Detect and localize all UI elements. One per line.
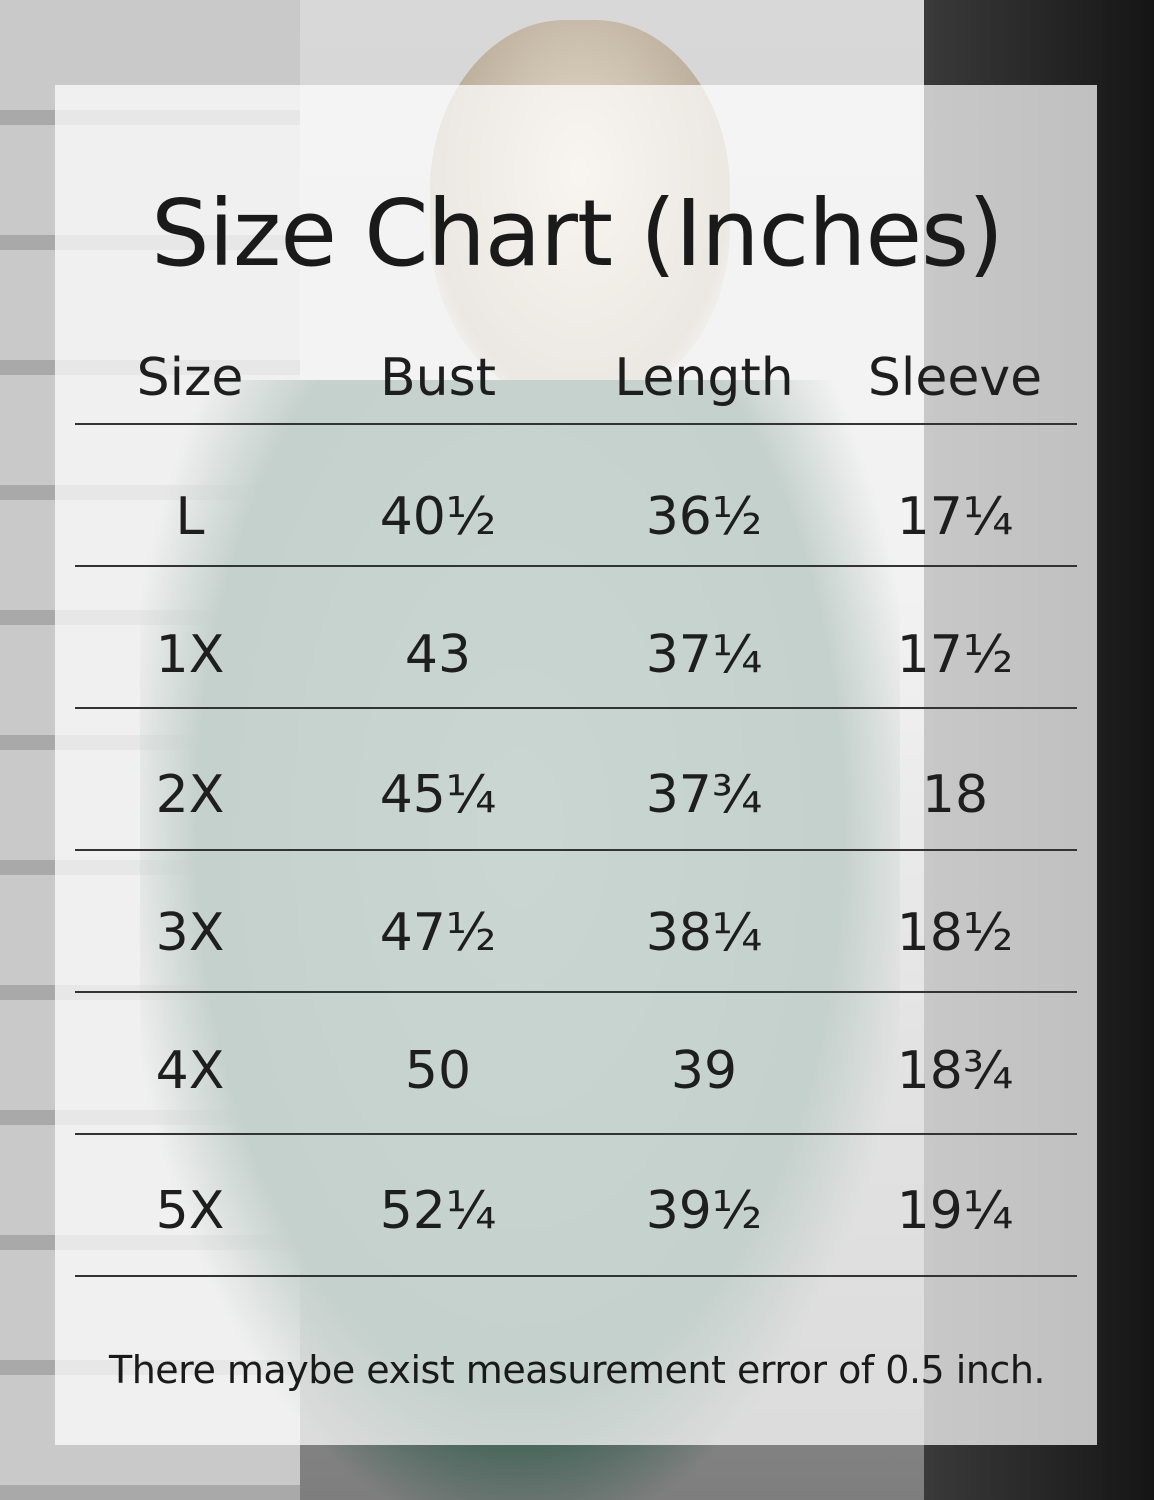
table-cell: 18¾ (896, 1041, 1014, 1101)
row-divider (75, 423, 1077, 425)
row-divider (75, 1275, 1077, 1277)
column-header-length: Length (614, 348, 794, 408)
table-cell: 38¼ (645, 903, 763, 963)
row-divider (75, 1133, 1077, 1135)
table-cell: 52¼ (379, 1181, 497, 1241)
table-cell: 17½ (896, 625, 1014, 685)
table-cell: 43 (404, 625, 472, 685)
table-cell: 4X (155, 1041, 225, 1101)
chart-title: Size Chart (Inches) (151, 180, 1004, 287)
size-chart-panel (55, 85, 1097, 1445)
table-cell: 36½ (645, 487, 763, 547)
table-cell: 17¼ (896, 487, 1014, 547)
table-cell: 19¼ (896, 1181, 1014, 1241)
row-divider (75, 849, 1077, 851)
column-header-sleeve: Sleeve (867, 348, 1043, 408)
table-cell: 2X (155, 765, 225, 825)
table-cell: 50 (404, 1041, 472, 1101)
table-cell: 3X (155, 903, 225, 963)
table-cell: 47½ (379, 903, 497, 963)
table-cell: L (175, 487, 205, 547)
table-cell: 18 (921, 765, 989, 825)
table-cell: 37¾ (645, 765, 763, 825)
column-header-size: Size (136, 348, 244, 408)
table-cell: 40½ (379, 487, 497, 547)
table-cell: 39 (670, 1041, 738, 1101)
column-header-bust: Bust (379, 348, 497, 408)
table-cell: 45¼ (379, 765, 497, 825)
row-divider (75, 565, 1077, 567)
table-cell: 37¼ (645, 625, 763, 685)
table-cell: 5X (155, 1181, 225, 1241)
table-cell: 39½ (645, 1181, 763, 1241)
row-divider (75, 707, 1077, 709)
table-cell: 18½ (896, 903, 1014, 963)
measurement-note: There maybe exist measurement error of 0… (108, 1348, 1046, 1392)
table-cell: 1X (155, 625, 225, 685)
row-divider (75, 991, 1077, 993)
